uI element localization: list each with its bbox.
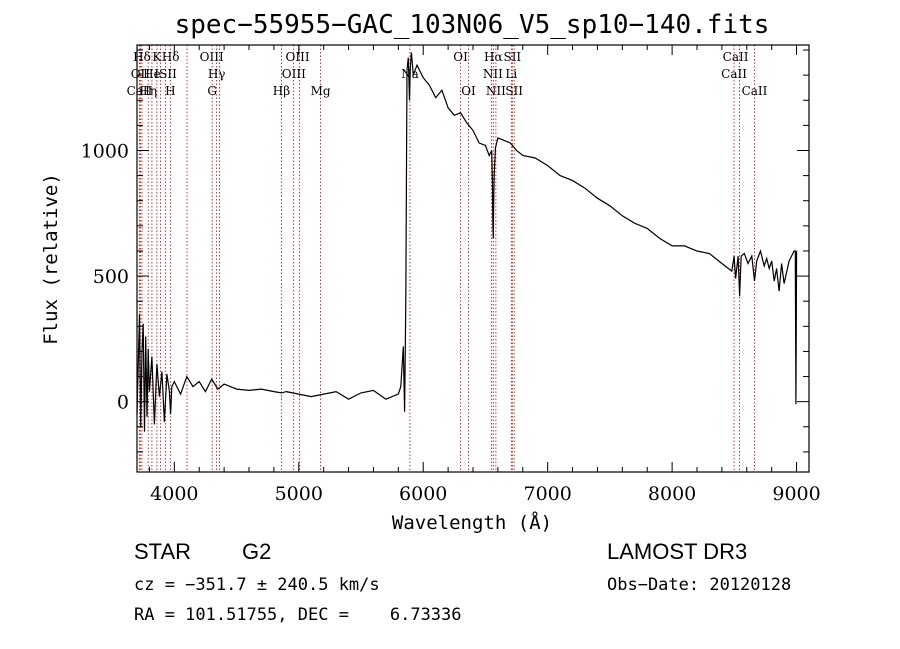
object-subclass: G2 <box>242 539 271 564</box>
line-label-17: CaII <box>721 67 747 81</box>
line-label-1: K <box>152 50 162 64</box>
y-axis-ticks: 0 500 1000 <box>81 49 809 453</box>
line-label-15: NII <box>483 67 503 81</box>
line-label-9: OII <box>131 67 151 81</box>
line-label-5: OI <box>453 50 468 64</box>
line-label-10: He <box>143 67 161 81</box>
line-label-19: Hη <box>139 84 157 98</box>
x-tick-label-1: 5000 <box>275 483 323 505</box>
line-markers <box>139 45 755 472</box>
x-tick-label-2: 6000 <box>399 483 447 505</box>
chart-title: spec−55955−GAC_103N06_V5_sp10−140.fits <box>175 10 770 40</box>
redshift-velocity: cz = −351.7 ± 240.5 km/s <box>134 575 380 595</box>
line-label-3: OIII <box>200 50 224 64</box>
x-tick-label-3: 7000 <box>523 483 571 505</box>
line-label-16: Li <box>505 67 517 81</box>
line-label-4: OIII <box>286 50 310 64</box>
line-label-23: Mg <box>311 84 331 98</box>
coordinates: RA = 101.51755, DEC = 6.73336 <box>134 605 462 625</box>
y-tick-label-1: 500 <box>93 266 129 288</box>
x-tick-label-4: 8000 <box>648 483 696 505</box>
line-label-2: Hδ <box>162 50 180 64</box>
line-label-21: G <box>207 84 217 98</box>
x-tick-label-5: 9000 <box>772 483 820 505</box>
line-label-12: Hγ <box>208 67 226 81</box>
line-label-11: ISII <box>154 67 177 81</box>
spectrum-line <box>136 52 798 432</box>
line-label-0: Hδ <box>133 50 151 64</box>
x-axis-ticks: 4000 5000 6000 7000 8000 9000 <box>148 45 821 505</box>
line-label-8: CaII <box>723 50 749 64</box>
line-label-27: CaII <box>742 84 768 98</box>
line-label-13: OIII <box>282 67 306 81</box>
object-class: STAR <box>134 539 191 564</box>
survey-name: LAMOST DR3 <box>607 539 747 564</box>
y-tick-label-0: 0 <box>117 392 129 414</box>
x-tick-label-0: 4000 <box>150 483 198 505</box>
line-label-18: CaII <box>127 84 153 98</box>
y-tick-label-2: 1000 <box>81 140 129 162</box>
observation-date: Obs−Date: 20120128 <box>607 575 791 595</box>
line-label-26: SII <box>505 84 523 98</box>
line-label-25: NII <box>486 84 506 98</box>
y-axis-label: Flux (relative) <box>40 173 62 345</box>
plot-frame <box>136 44 810 473</box>
line-label-22: Hβ <box>273 84 290 98</box>
line-label-7: SII <box>503 50 521 64</box>
line-label-6: Hα <box>484 50 503 64</box>
line-label-24: OI <box>461 84 476 98</box>
x-axis-label: Wavelength (Å) <box>392 511 552 534</box>
line-label-20: H <box>165 84 175 98</box>
